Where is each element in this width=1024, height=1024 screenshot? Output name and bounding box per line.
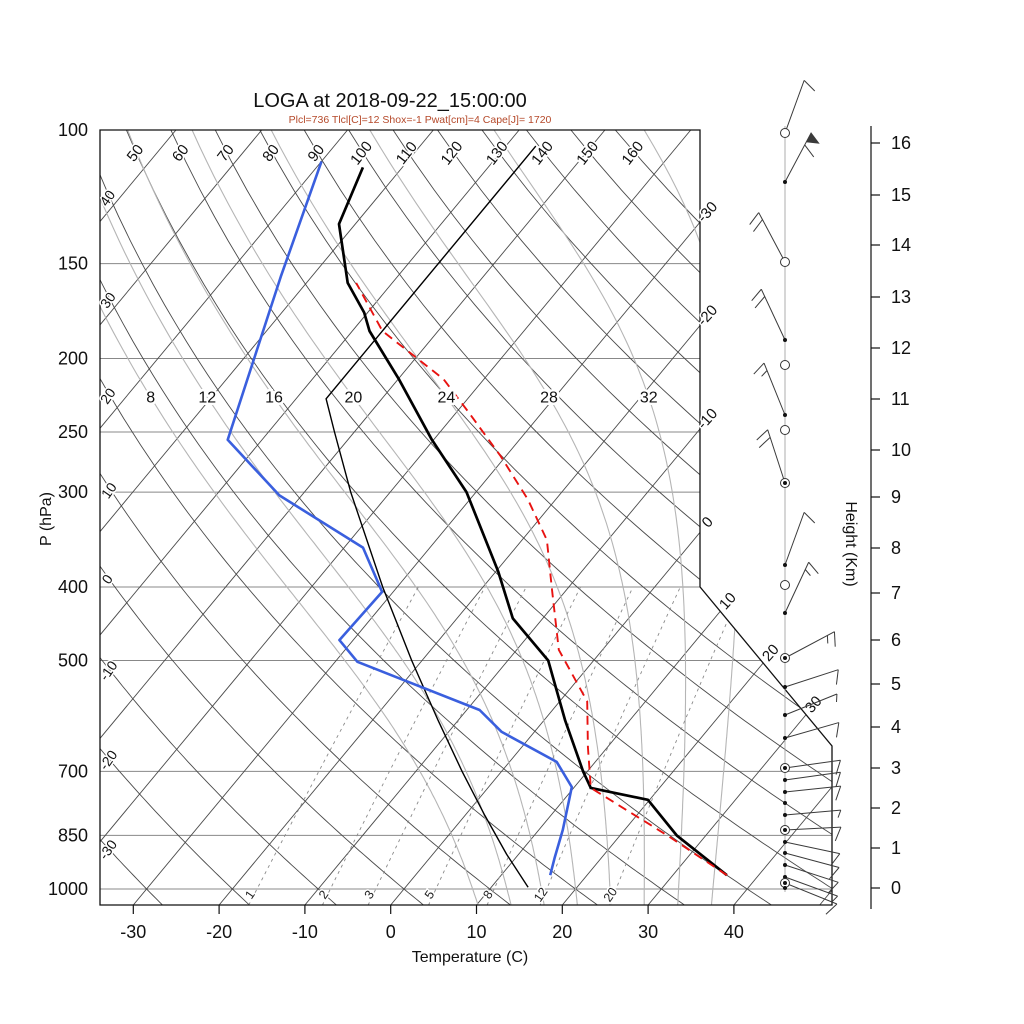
height-tick-label: 3 xyxy=(891,758,901,778)
pressure-tick-label: 850 xyxy=(58,825,88,845)
height-tick-label: 13 xyxy=(891,287,911,307)
pressure-tick-label: 150 xyxy=(58,254,88,274)
parcel-line xyxy=(355,282,728,876)
mixing-ratio-label: 20 xyxy=(601,885,620,904)
height-tick-label: 8 xyxy=(891,538,901,558)
dry-adiabat-label: 60 xyxy=(169,141,193,165)
height-tick-label: 9 xyxy=(891,487,901,507)
dry-adiabat-label: 110 xyxy=(393,139,421,168)
height-tick-label: 0 xyxy=(891,878,901,898)
moist-adiabat-label: 20 xyxy=(344,389,362,406)
mixing-ratio-label: 1 xyxy=(242,888,257,902)
dry-adiabat-label: 50 xyxy=(124,141,148,165)
moist-adiabat-labels: 8 12 16 20 24 28 32 xyxy=(144,387,660,409)
temp-tick-label: 40 xyxy=(724,922,744,942)
pressure-tick-label: 500 xyxy=(58,651,88,671)
temp-tick-label: 30 xyxy=(638,922,658,942)
x-axis-title: Temperature (C) xyxy=(411,949,529,966)
height-tick-label: 16 xyxy=(891,133,911,153)
pressure-tick-label: 400 xyxy=(58,577,88,597)
mixing-ratio-labels: 1 2 3 5 8 12 20 xyxy=(241,883,622,905)
moist-adiabat-label: 32 xyxy=(640,389,658,406)
temp-tick-label: -10 xyxy=(292,922,318,942)
mixing-ratio-label: 3 xyxy=(362,888,377,902)
height-axis-title: Height (Km) xyxy=(842,501,859,587)
dewpoint-line xyxy=(226,160,574,876)
temp-tick-label: -20 xyxy=(206,922,232,942)
pressure-axis: 100 150 200 250 300 400 500 700 850 1000 xyxy=(48,120,88,899)
height-tick-label: 6 xyxy=(891,630,901,650)
moist-adiabat-label: 24 xyxy=(438,389,456,406)
dry-adiabat-label: 100 xyxy=(347,138,376,168)
pressure-tick-label: 700 xyxy=(58,761,88,781)
dry-adiabat-label: 90 xyxy=(305,141,329,165)
moist-adiabat-label: 16 xyxy=(265,389,283,406)
height-tick-label: 1 xyxy=(891,838,901,858)
height-tick-label: 7 xyxy=(891,583,901,603)
chart-subtitle: Plcl=736 Tlcl[C]=12 Shox=-1 Pwat[cm]=4 C… xyxy=(288,114,552,126)
chart-title: LOGA at 2018-09-22_15:00:00 xyxy=(253,90,527,112)
isotherm-label: -10 xyxy=(694,405,721,432)
std-atmosphere-line xyxy=(325,145,537,888)
height-tick-label: 12 xyxy=(891,338,911,358)
y-axis-title: P (hPa) xyxy=(38,492,55,546)
height-tick-label: 11 xyxy=(891,389,910,409)
mixing-ratio-lines xyxy=(248,586,743,905)
height-tick-label: 15 xyxy=(891,185,911,205)
temp-tick-label: 0 xyxy=(386,922,396,942)
pressure-tick-label: 1000 xyxy=(48,879,88,899)
pressure-gridlines xyxy=(100,130,832,890)
height-tick-label: 5 xyxy=(891,674,901,694)
temperature-line xyxy=(337,166,728,877)
moist-adiabat-label: 8 xyxy=(146,389,155,406)
moist-adiabat-label: 28 xyxy=(540,389,558,406)
height-tick-label: 2 xyxy=(891,798,901,818)
wind-barb-column xyxy=(749,80,842,915)
dry-adiabat-label: 120 xyxy=(438,138,467,168)
temp-tick-label: -30 xyxy=(120,922,146,942)
dry-adiabat-label: 70 xyxy=(214,141,238,165)
temp-axis: -30 -20 -10 0 10 20 30 40 xyxy=(120,905,744,942)
mixing-ratio-label: 12 xyxy=(531,885,550,904)
temp-tick-label: 10 xyxy=(466,922,486,942)
moist-adiabat-lines xyxy=(100,130,740,905)
plot-border xyxy=(99,129,833,906)
moist-adiabat-label: 12 xyxy=(198,389,216,406)
height-tick-label: 4 xyxy=(891,717,901,737)
dry-adiabat-label: -30 xyxy=(95,836,120,862)
isotherm-label: -20 xyxy=(694,302,721,329)
mixing-ratio-label: 2 xyxy=(316,888,331,902)
plot-area xyxy=(100,130,832,905)
height-tick-label: 10 xyxy=(891,440,911,460)
isotherm-label: 0 xyxy=(699,514,717,532)
pressure-tick-label: 100 xyxy=(58,120,88,140)
pressure-tick-label: 200 xyxy=(58,348,88,368)
height-tick-label: 14 xyxy=(891,235,911,255)
pressure-tick-label: 300 xyxy=(58,482,88,502)
pressure-tick-label: 250 xyxy=(58,422,88,442)
dry-adiabat-label: 150 xyxy=(573,138,602,168)
sounding-profiles xyxy=(226,145,728,888)
temp-tick-label: 20 xyxy=(552,922,572,942)
dry-adiabat-label: 160 xyxy=(619,138,648,168)
